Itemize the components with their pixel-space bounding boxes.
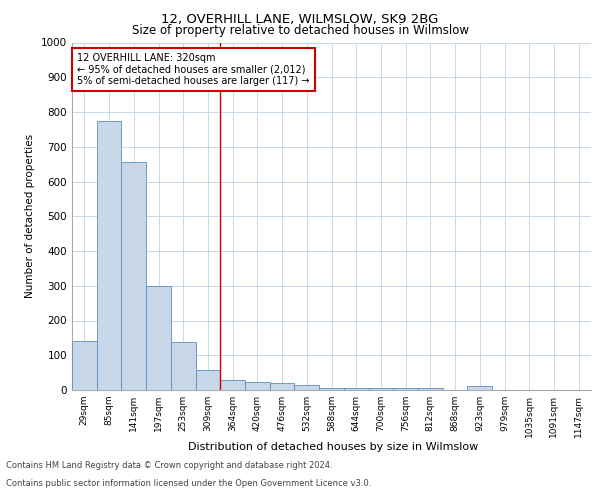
Bar xyxy=(196,370,220,390)
Text: Distribution of detached houses by size in Wilmslow: Distribution of detached houses by size … xyxy=(188,442,478,452)
Bar xyxy=(171,342,196,390)
Bar xyxy=(220,380,245,390)
Bar xyxy=(393,388,418,390)
Text: 12 OVERHILL LANE: 320sqm
← 95% of detached houses are smaller (2,012)
5% of semi: 12 OVERHILL LANE: 320sqm ← 95% of detach… xyxy=(77,53,310,86)
Bar xyxy=(368,388,393,390)
Bar xyxy=(72,342,97,390)
Bar xyxy=(418,388,443,390)
Bar xyxy=(121,162,146,390)
Bar xyxy=(319,388,344,390)
Bar xyxy=(270,383,295,390)
Bar xyxy=(97,120,121,390)
Y-axis label: Number of detached properties: Number of detached properties xyxy=(25,134,35,298)
Text: Contains HM Land Registry data © Crown copyright and database right 2024.: Contains HM Land Registry data © Crown c… xyxy=(6,461,332,470)
Text: 12, OVERHILL LANE, WILMSLOW, SK9 2BG: 12, OVERHILL LANE, WILMSLOW, SK9 2BG xyxy=(161,12,439,26)
Bar xyxy=(295,386,319,390)
Bar xyxy=(467,386,492,390)
Text: Contains public sector information licensed under the Open Government Licence v3: Contains public sector information licen… xyxy=(6,478,371,488)
Bar xyxy=(146,286,171,390)
Text: Size of property relative to detached houses in Wilmslow: Size of property relative to detached ho… xyxy=(131,24,469,37)
Bar xyxy=(245,382,270,390)
Bar xyxy=(344,388,368,390)
